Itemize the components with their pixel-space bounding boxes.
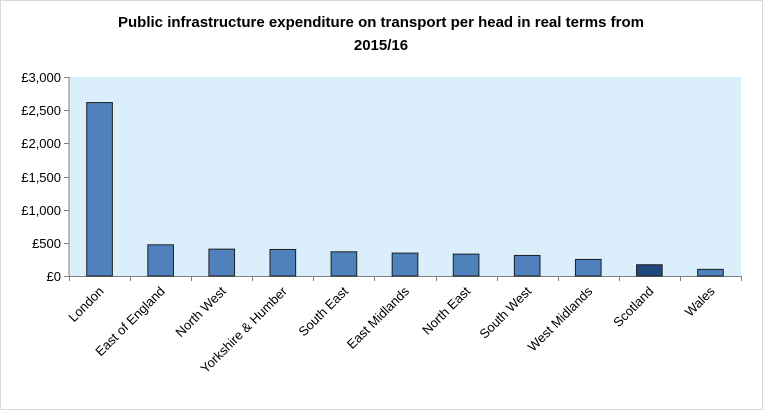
bar-london (86, 102, 113, 277)
x-tick-label: North East (419, 283, 473, 337)
bar-south-west (513, 254, 541, 277)
plot-area (69, 77, 741, 276)
x-tick-label: Scotland (610, 284, 656, 330)
x-tick-label: West Midlands (525, 283, 596, 354)
bar-east-midlands (391, 252, 419, 277)
x-tick-label: Wales (682, 283, 718, 319)
x-tick-label: South East (295, 283, 351, 339)
y-tick-label: £0 (47, 269, 61, 284)
y-tick-label: £2,500 (21, 103, 61, 118)
bar-east-of-england (147, 244, 174, 277)
y-tick-label: £1,500 (21, 170, 61, 185)
bar-north-east (452, 253, 480, 277)
chart-title-line-2: 2015/16 (353, 37, 409, 54)
chart-title-line-1: Public infrastructure expenditure on tra… (118, 14, 644, 31)
y-tick-label: £1,000 (21, 203, 61, 218)
bar-north-west (208, 248, 236, 277)
bar-scotland (636, 264, 663, 277)
bar-yorkshire-humber (269, 248, 297, 277)
bar-wales (697, 268, 724, 277)
x-tick-label: North West (172, 283, 229, 340)
x-tick-label: London (65, 284, 106, 325)
x-tick-label: East Midlands (344, 283, 413, 352)
x-tick-label: South West (476, 283, 534, 341)
y-tick-label: £2,000 (21, 136, 61, 151)
bar-south-east (330, 251, 358, 277)
bar-west-midlands (574, 258, 602, 277)
chart-title: Public infrastructure expenditure on tra… (61, 11, 701, 57)
y-tick-label: £3,000 (21, 70, 61, 85)
y-tick-label: £500 (32, 236, 61, 251)
